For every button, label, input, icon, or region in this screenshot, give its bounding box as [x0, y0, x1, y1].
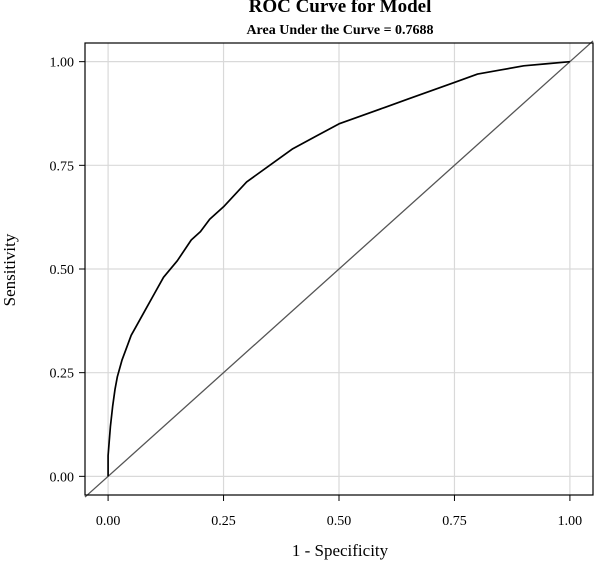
x-tick-label: 0.50 [327, 514, 352, 529]
y-axis-label: Sensitivity [0, 233, 19, 306]
y-tick-label: 0.50 [50, 263, 75, 278]
y-tick-label: 0.75 [50, 159, 75, 174]
y-tick-label: 1.00 [50, 56, 75, 71]
series-layer [84, 40, 594, 498]
grid-lines [85, 43, 593, 495]
y-tick-label: 0.00 [50, 470, 75, 485]
chart-title: ROC Curve for Model [249, 0, 432, 17]
x-axis-ticks: 0.00 0.25 0.50 0.75 1.00 [96, 495, 582, 529]
x-tick-label: 0.25 [211, 514, 236, 529]
roc-curve-line [107, 60, 570, 477]
chart-subtitle: Area Under the Curve = 0.7688 [246, 23, 433, 38]
reference-diagonal-line [84, 40, 594, 498]
x-tick-label: 0.75 [442, 514, 467, 529]
y-tick-label: 0.25 [50, 367, 75, 382]
x-axis-label: 1 - Specificity [292, 541, 389, 560]
x-tick-label: 1.00 [558, 514, 583, 529]
y-axis-ticks: 0.00 0.25 0.50 0.75 1.00 [50, 56, 85, 485]
x-tick-label: 0.00 [96, 514, 121, 529]
